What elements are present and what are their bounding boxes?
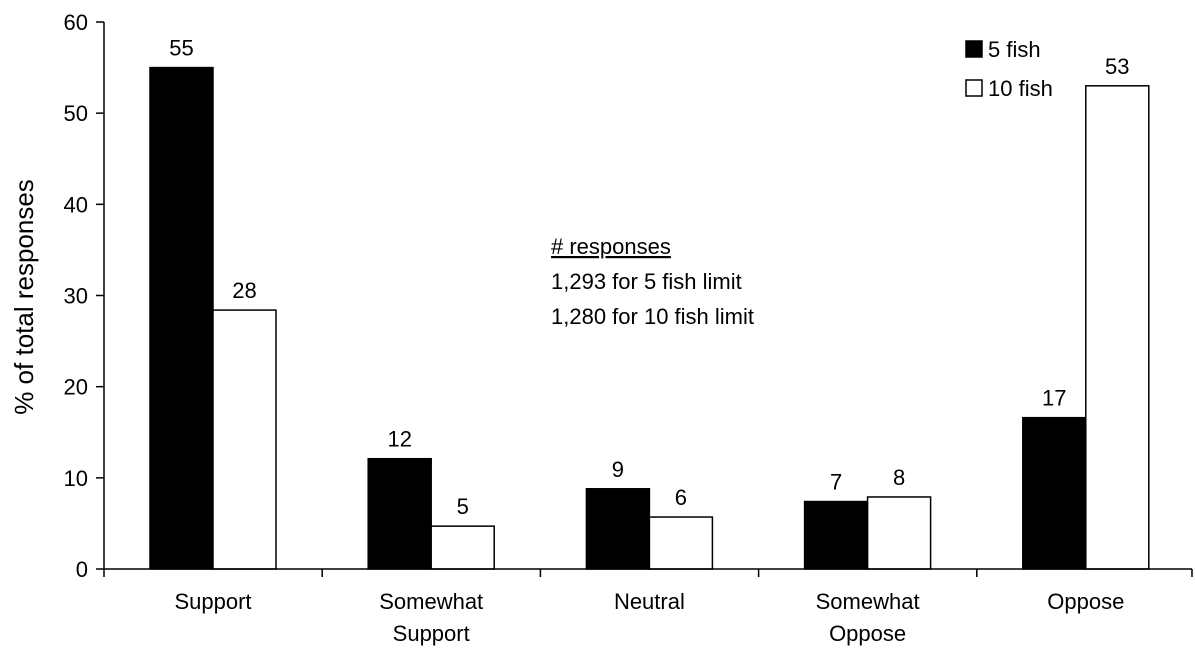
annotation-heading: # responses [551,234,671,259]
x-category-label-0: Support [174,589,251,614]
data-label-10-fish-3: 8 [893,465,905,490]
legend-swatch-5-fish [965,40,983,58]
y-tick-label-50: 50 [64,101,88,126]
y-tick-label-0: 0 [76,557,88,582]
legend-swatch-10-fish [965,79,983,97]
data-label-5-fish-0: 55 [169,36,193,61]
bar-10-fish-2 [648,516,714,570]
y-axis-title: % of total responses [9,179,39,415]
bar-10-fish-3 [866,496,932,570]
data-label-10-fish-2: 6 [675,485,687,510]
y-tick-label-30: 30 [64,284,88,309]
annotation-line-5-fish: 1,293 for 5 fish limit [551,269,742,294]
data-label-10-fish-4: 53 [1105,54,1129,79]
bar-10-fish-1 [430,525,495,570]
bar-5-fish-1 [367,457,432,570]
bars-layer [149,66,1150,570]
axes-layer [96,21,1193,577]
responses-annotation: # responses 1,293 for 5 fish limit 1,280… [551,234,754,329]
legend: 5 fish 10 fish [965,37,1053,101]
labels-layer: 55 12 9 7 17 28 5 6 8 53 0 10 20 30 40 50 60 Support Somew… [64,10,1130,646]
y-tick-label-60: 60 [64,10,88,35]
legend-label-5-fish: 5 fish [988,37,1041,62]
bar-5-fish-2 [585,488,651,570]
data-label-10-fish-0: 28 [232,278,256,303]
bar-5-fish-4 [1022,416,1087,570]
bar-5-fish-0 [149,66,214,570]
x-category-label-2: Neutral [614,589,685,614]
x-category-label-3: Somewhat Oppose [816,589,920,646]
x-category-label-4: Oppose [1047,589,1124,614]
x-category-label-1: Somewhat Support [379,589,483,646]
annotation-line-10-fish: 1,280 for 10 fish limit [551,304,754,329]
bar-10-fish-4 [1085,85,1150,570]
data-label-5-fish-1: 12 [387,427,411,452]
y-tick-label-20: 20 [64,375,88,400]
bar-10-fish-0 [212,309,277,570]
data-label-5-fish-2: 9 [612,457,624,482]
data-label-10-fish-1: 5 [457,494,469,519]
y-tick-label-40: 40 [64,192,88,217]
data-label-5-fish-4: 17 [1042,386,1066,411]
bar-5-fish-3 [803,500,869,570]
data-label-5-fish-3: 7 [830,470,842,495]
legend-label-10-fish: 10 fish [988,76,1053,101]
y-tick-label-10: 10 [64,466,88,491]
